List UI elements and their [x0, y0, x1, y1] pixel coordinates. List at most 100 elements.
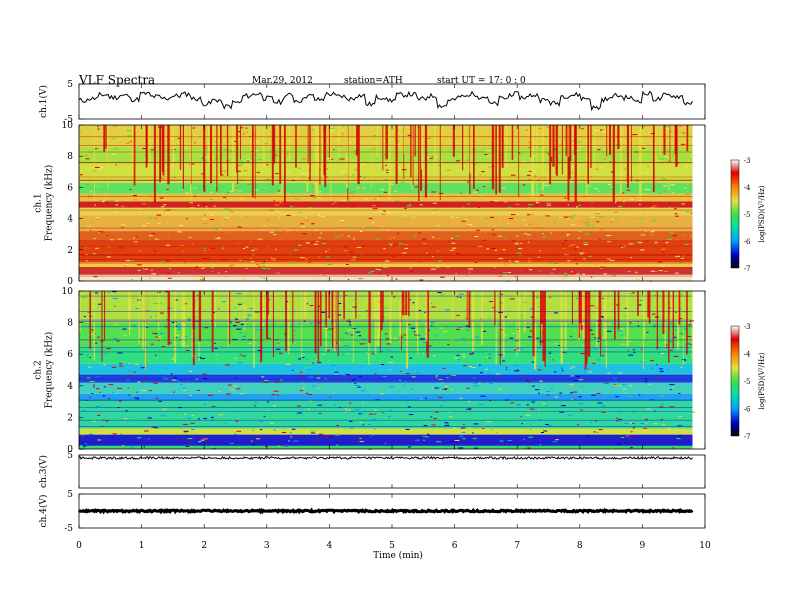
- spectrogram-texture: [668, 130, 673, 132]
- sferic-streak: [250, 125, 253, 152]
- spectrogram-texture: [161, 194, 164, 196]
- spectrogram-texture: [619, 328, 625, 330]
- spectrogram-texture: [326, 350, 330, 352]
- spectrogram-texture: [334, 373, 338, 375]
- colorbar-tick-label: -7: [744, 265, 751, 273]
- spectrogram-texture: [570, 375, 575, 377]
- spectrogram-texture: [678, 435, 682, 437]
- spectrogram-texture: [212, 312, 215, 313]
- spectrogram-texture: [83, 178, 85, 180]
- spectrogram-band: [79, 193, 693, 202]
- spectrogram-texture: [119, 365, 124, 367]
- spectrogram-texture: [142, 148, 146, 149]
- spectrogram-texture: [187, 380, 189, 382]
- spectrogram-texture: [469, 353, 474, 355]
- spectrogram-texture: [385, 164, 388, 166]
- spectrogram-texture: [310, 195, 315, 197]
- spectrogram-texture: [630, 237, 633, 239]
- spectrogram-texture: [571, 271, 574, 273]
- spectrogram-texture: [493, 200, 499, 202]
- spectrogram-texture: [481, 171, 485, 173]
- spectrogram-texture: [84, 442, 87, 444]
- spectrogram-texture: [380, 188, 384, 190]
- spectrogram-texture: [246, 215, 249, 217]
- spectrogram-texture: [610, 130, 612, 132]
- y-axis-label: Frequency (kHz): [44, 332, 55, 409]
- spectrogram-texture: [686, 335, 692, 337]
- x-tick-label: 7: [514, 541, 520, 551]
- spectrogram-texture: [339, 158, 345, 160]
- spectrogram-texture: [554, 222, 557, 224]
- spectrogram-texture: [483, 186, 486, 187]
- spectrogram-texture: [271, 258, 276, 260]
- sferic-streak: [574, 125, 577, 203]
- spectrogram-texture: [258, 129, 261, 131]
- y-tick-label: 6: [67, 350, 73, 360]
- spectrogram-texture: [173, 415, 179, 417]
- spectrogram-texture: [606, 235, 611, 236]
- spectrogram-texture: [137, 404, 143, 406]
- spectrogram-texture: [659, 406, 664, 408]
- spectrogram-texture: [137, 398, 139, 400]
- spectrogram-texture: [269, 299, 271, 301]
- spectrogram-texture: [594, 264, 596, 265]
- spectrogram-texture: [266, 260, 267, 262]
- spectrogram-texture: [256, 438, 260, 440]
- sferic-streak: [502, 291, 505, 358]
- spectrogram-texture: [153, 250, 157, 252]
- spectrogram-texture: [388, 397, 393, 399]
- spectrogram-texture: [621, 134, 624, 136]
- spectrogram-texture: [536, 204, 539, 206]
- spectrogram-texture: [261, 263, 265, 265]
- spectrogram-texture: [650, 270, 655, 272]
- spectrogram-texture: [482, 238, 485, 240]
- spectrogram-texture: [502, 249, 506, 251]
- spectrogram-texture: [537, 305, 540, 307]
- spectrogram-texture: [398, 372, 403, 374]
- spectrogram-texture: [470, 264, 472, 266]
- spectrogram-texture: [638, 200, 642, 202]
- spectrogram-texture: [462, 356, 466, 358]
- spectrogram-texture: [188, 236, 192, 238]
- spectrogram-texture: [629, 385, 633, 386]
- spectrogram-texture: [309, 305, 314, 306]
- spectrogram-texture: [245, 318, 250, 320]
- sferic-streak: [659, 125, 661, 156]
- spectrogram-texture: [285, 363, 291, 365]
- spectrogram-texture: [324, 378, 328, 380]
- spectrogram-texture: [349, 402, 352, 404]
- spectrogram-texture: [159, 350, 165, 352]
- spectrogram-texture: [431, 302, 433, 304]
- spectrogram-texture: [442, 389, 445, 391]
- spectrogram-texture: [239, 259, 244, 261]
- spectrogram-texture: [169, 268, 172, 270]
- sferic-streak: [498, 125, 501, 193]
- spectrogram-texture: [684, 187, 687, 189]
- sferic-streak: [271, 125, 274, 186]
- spectrogram-texture: [184, 148, 188, 150]
- spectrogram-texture: [238, 190, 242, 192]
- spectrogram-texture: [211, 267, 215, 269]
- spectrogram-texture: [167, 277, 172, 279]
- spectrogram-texture: [261, 265, 266, 267]
- spectrogram-texture: [259, 131, 261, 133]
- spectrogram-texture: [506, 369, 508, 371]
- spectrogram-texture: [300, 371, 303, 373]
- spectrogram-texture: [264, 380, 269, 381]
- spectrogram-texture: [141, 390, 147, 391]
- spectrogram-texture: [645, 231, 647, 232]
- spectrogram-texture: [534, 155, 537, 157]
- spectrogram-texture: [270, 256, 272, 258]
- spectrogram-texture: [97, 168, 101, 170]
- spectrogram-texture: [473, 191, 477, 193]
- spectrogram-texture: [627, 350, 629, 352]
- spectrogram-texture: [415, 439, 420, 441]
- spectrogram-texture: [608, 323, 612, 325]
- spectrogram-texture: [500, 330, 503, 332]
- spectrogram-texture: [575, 263, 578, 265]
- spectrogram-texture: [578, 146, 582, 148]
- spectrogram-texture: [421, 238, 427, 240]
- spectrogram-texture: [651, 234, 653, 236]
- spectrogram-texture: [184, 413, 187, 415]
- spectrogram-texture: [327, 264, 333, 265]
